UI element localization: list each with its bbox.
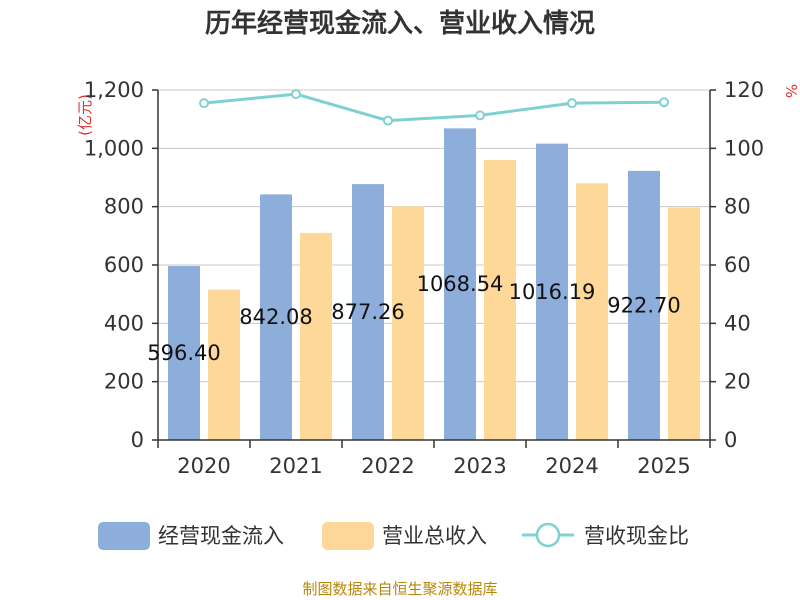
data-label: 842.08 [239, 305, 312, 329]
data-label: 1068.54 [417, 272, 504, 296]
right-tick-label: 40 [724, 311, 751, 335]
cash-inflow-bar [536, 143, 568, 440]
legend-label: 营收现金比 [584, 524, 689, 548]
legend-marker-ratio [535, 522, 561, 548]
cash-inflow-bar [628, 170, 660, 441]
ratio-line-path [203, 92, 665, 123]
left-tick-label: 600 [104, 253, 144, 277]
data-label: 1016.19 [509, 280, 596, 304]
right-tick-label: 60 [724, 253, 751, 277]
data-label: 877.26 [331, 300, 404, 324]
x-tick-label: 2020 [177, 454, 230, 478]
revenue-bar [392, 206, 424, 440]
bars [168, 128, 700, 441]
ratio-point [199, 98, 209, 109]
right-tick-label: 120 [724, 78, 764, 102]
legend: 经营现金流入 营业总收入 营收现金比 [98, 522, 689, 550]
ratio-point [567, 98, 577, 109]
right-tick-label: 100 [724, 136, 764, 160]
x-tick-label: 2022 [361, 454, 414, 478]
data-label: 596.40 [147, 341, 220, 365]
legend-label: 经营现金流入 [158, 524, 284, 548]
x-tick-label: 2023 [453, 454, 506, 478]
left-tick-label: 200 [104, 370, 144, 394]
axes: 0 200 400 600 800 1,000 1,200 0 20 40 60 80 100 120 20… [84, 78, 764, 478]
cash-inflow-bar [168, 266, 200, 440]
ratio-point [383, 115, 393, 126]
revenue-bar [300, 232, 332, 440]
data-label: 922.70 [607, 293, 680, 317]
source-note: 制图数据来自恒生聚源数据库 [302, 580, 497, 598]
ratio-point [291, 89, 301, 100]
revenue-bar [208, 289, 240, 440]
legend-label: 营业总收入 [382, 524, 487, 548]
left-axis-unit: (亿元) [76, 94, 94, 136]
left-tick-label: 1,000 [84, 136, 144, 160]
cash-inflow-bar [260, 194, 292, 440]
legend-swatch-cash-inflow [98, 522, 150, 550]
revenue-bar [484, 160, 516, 440]
ratio-point [659, 97, 669, 108]
chart-title: 历年经营现金流入、营业收入情况 [205, 8, 595, 39]
left-tick-label: 0 [131, 428, 144, 452]
right-tick-label: 20 [724, 370, 751, 394]
data-labels: 596.40 842.08 877.26 1068.54 1016.19 922.70 [147, 272, 680, 365]
ratio-line [199, 89, 669, 126]
x-tick-label: 2025 [637, 454, 690, 478]
left-tick-label: 400 [104, 311, 144, 335]
right-axis-unit: % [782, 84, 800, 98]
cash-inflow-bar [352, 184, 384, 440]
cash-inflow-bar [444, 128, 476, 440]
left-tick-label: 800 [104, 195, 144, 219]
right-tick-label: 80 [724, 195, 751, 219]
legend-swatch-revenue [322, 522, 374, 550]
right-tick-label: 0 [724, 428, 737, 452]
left-tick-label: 1,200 [84, 78, 144, 102]
ratio-point [475, 110, 485, 121]
revenue-bar [576, 183, 608, 441]
x-tick-label: 2021 [269, 454, 322, 478]
revenue-bar [668, 207, 700, 440]
gridlines [158, 89, 710, 383]
x-tick-label: 2024 [545, 454, 598, 478]
